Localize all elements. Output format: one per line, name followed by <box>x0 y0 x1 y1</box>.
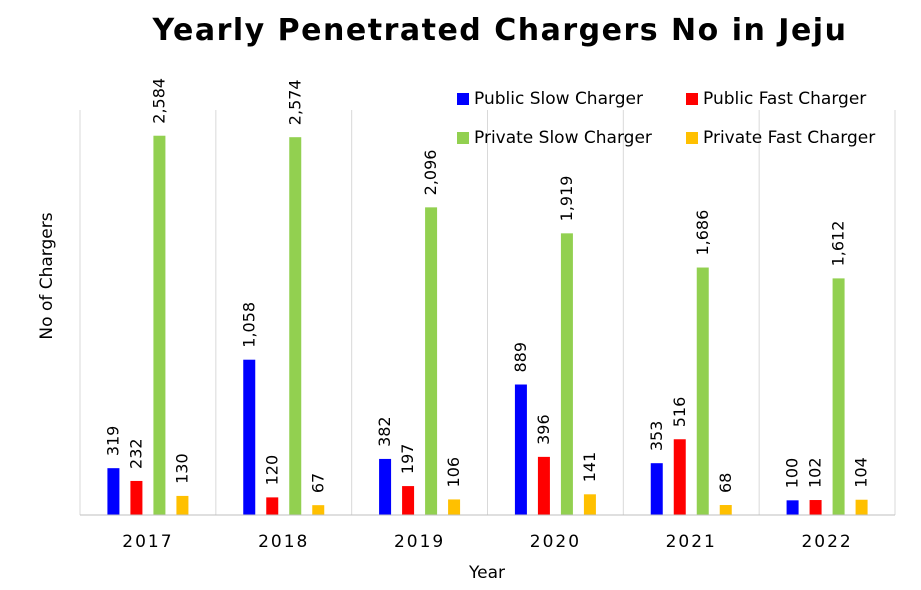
chart-title: Yearly Penetrated Chargers No in Jeju <box>152 13 848 48</box>
bar <box>855 499 868 515</box>
data-label: 120 <box>262 455 281 486</box>
bar <box>312 505 325 515</box>
x-axis-label: Year <box>468 563 505 583</box>
x-tick-label: 2018 <box>258 532 309 552</box>
data-label: 1,612 <box>829 221 848 267</box>
legend-label: Public Fast Charger <box>703 89 866 109</box>
bar <box>673 439 686 515</box>
data-label: 889 <box>511 342 530 373</box>
data-label: 516 <box>670 397 689 428</box>
legend-swatch <box>457 132 469 144</box>
legend-label: Public Slow Charger <box>474 89 643 109</box>
legend-label: Private Fast Charger <box>703 128 875 148</box>
bar <box>402 486 415 515</box>
data-label: 396 <box>534 414 553 445</box>
legend-swatch <box>686 93 698 105</box>
legend: Public Slow Charger Public Fast Charger Pr… <box>457 89 875 148</box>
x-tick-label: 2020 <box>530 532 581 552</box>
x-tick-label: 2017 <box>122 532 173 552</box>
bar <box>832 278 845 515</box>
data-label: 130 <box>172 453 191 484</box>
bar <box>560 233 573 515</box>
y-axis-label: No of Chargers <box>37 212 57 339</box>
bar <box>176 495 189 515</box>
bar <box>514 384 527 515</box>
bar <box>448 499 461 515</box>
bar <box>153 135 166 515</box>
bar <box>809 500 822 515</box>
bar <box>130 480 143 515</box>
data-label: 197 <box>398 444 417 475</box>
bar <box>696 267 709 515</box>
data-label: 104 <box>852 457 871 488</box>
legend-swatch <box>686 132 698 144</box>
bar <box>289 137 302 515</box>
bars-group <box>107 135 868 515</box>
bar <box>583 494 596 515</box>
bar <box>786 500 799 515</box>
gridlines <box>79 110 896 515</box>
x-tick-labels: 2017 2018 2019 2020 2021 2022 <box>122 532 852 552</box>
data-label: 100 <box>783 458 802 489</box>
data-label: 382 <box>375 416 394 447</box>
legend-label: Private Slow Charger <box>474 128 652 148</box>
data-label: 141 <box>580 452 599 483</box>
data-label: 319 <box>103 426 122 457</box>
data-label: 1,058 <box>239 302 258 348</box>
data-label: 232 <box>126 438 145 469</box>
data-label: 1,919 <box>557 176 576 222</box>
data-label: 353 <box>647 421 666 452</box>
data-label: 2,584 <box>149 78 168 124</box>
data-label: 102 <box>806 457 825 488</box>
bar <box>107 468 120 515</box>
bar <box>719 505 732 515</box>
bar <box>650 463 663 515</box>
data-label: 2,574 <box>285 79 304 125</box>
legend-swatch <box>457 93 469 105</box>
data-label: 2,096 <box>421 150 440 196</box>
data-label: 106 <box>444 457 463 488</box>
data-label: 1,686 <box>693 210 712 256</box>
bar <box>537 456 550 515</box>
x-tick-label: 2021 <box>666 532 717 552</box>
bar <box>379 458 392 515</box>
bar <box>425 207 438 515</box>
bar <box>243 359 256 515</box>
bar <box>266 497 279 515</box>
data-label: 68 <box>716 473 735 493</box>
data-label: 67 <box>308 473 327 493</box>
x-tick-label: 2019 <box>394 532 445 552</box>
x-tick-label: 2022 <box>801 532 852 552</box>
